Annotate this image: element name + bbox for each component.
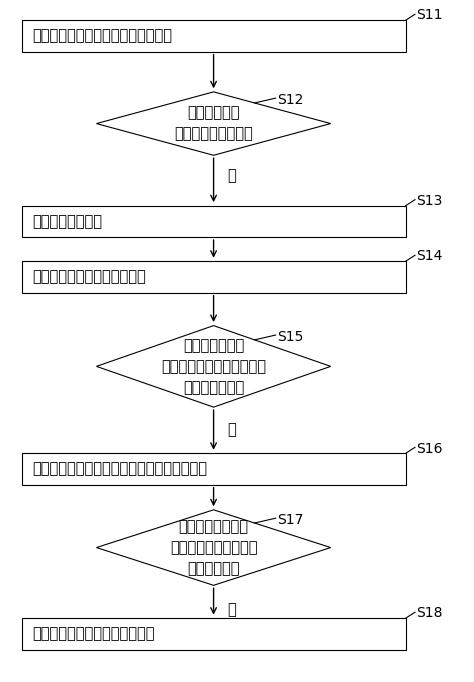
Text: S11: S11	[416, 8, 442, 23]
Text: 是: 是	[228, 168, 237, 183]
Text: S15: S15	[277, 330, 303, 344]
Text: 判断数据请求
是否来源于终端应用: 判断数据请求 是否来源于终端应用	[174, 106, 253, 142]
Text: S18: S18	[416, 606, 442, 621]
Text: 判断使用终端应用
的数量是否小于预设的
第二数量阈值: 判断使用终端应用 的数量是否小于预设的 第二数量阈值	[170, 519, 257, 576]
Text: 接收任意一终端设备发送的数据请求: 接收任意一终端设备发送的数据请求	[32, 29, 172, 44]
Text: S14: S14	[416, 250, 442, 263]
Text: S17: S17	[277, 513, 303, 527]
Text: S16: S16	[416, 441, 442, 456]
FancyBboxPatch shape	[21, 206, 406, 237]
Polygon shape	[97, 325, 331, 407]
Polygon shape	[97, 510, 331, 585]
Text: 获取终端应用信息: 获取终端应用信息	[32, 214, 102, 229]
Text: 分配预设的第一带宽至终端设备: 分配预设的第一带宽至终端设备	[32, 627, 155, 642]
Text: S12: S12	[277, 93, 303, 107]
FancyBboxPatch shape	[21, 454, 406, 485]
Text: 统计当前接入终端设备的数量: 统计当前接入终端设备的数量	[32, 269, 146, 284]
Polygon shape	[97, 92, 331, 155]
Text: S13: S13	[416, 194, 442, 208]
Text: 是: 是	[228, 602, 237, 617]
Text: 判断当前接入终
端设备的数量是否小于预设
的第一数量阈值: 判断当前接入终 端设备的数量是否小于预设 的第一数量阈值	[161, 338, 266, 395]
FancyBboxPatch shape	[21, 618, 406, 650]
Text: 统计当前接入终端设备中使用终端应用的数量: 统计当前接入终端设备中使用终端应用的数量	[32, 462, 207, 477]
FancyBboxPatch shape	[21, 261, 406, 293]
Text: 是: 是	[228, 422, 237, 437]
FancyBboxPatch shape	[21, 20, 406, 52]
